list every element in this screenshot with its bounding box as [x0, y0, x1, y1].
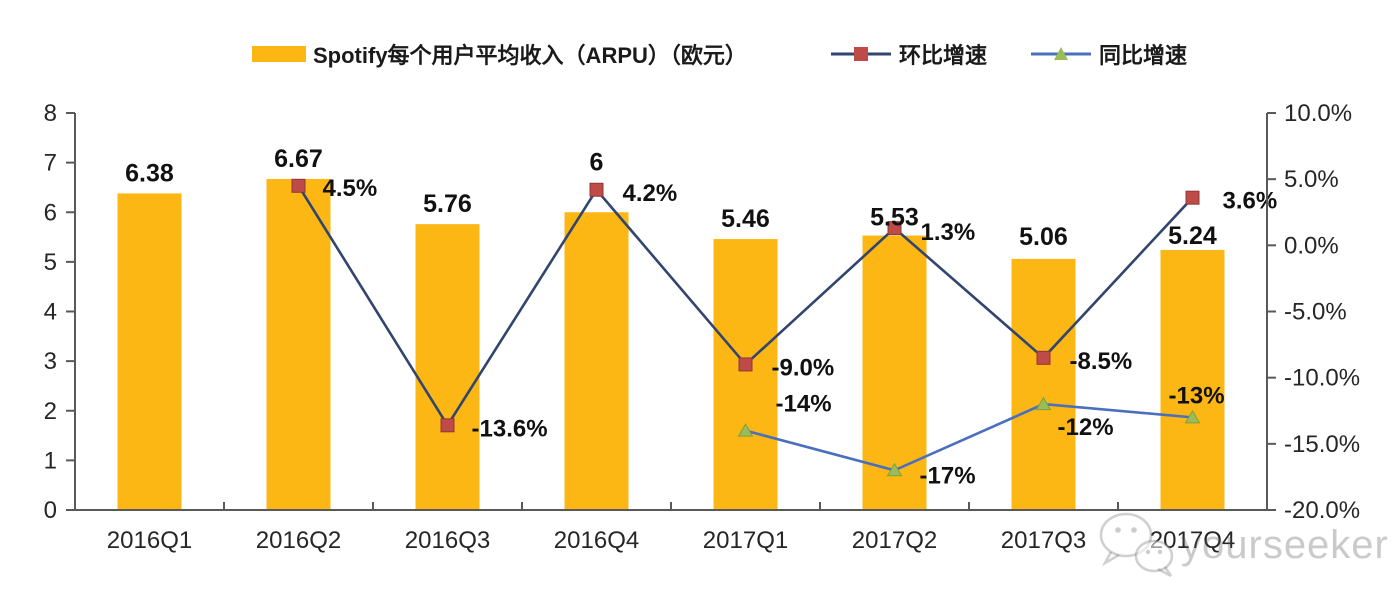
yoy-value-label: -14%: [776, 391, 832, 418]
qoq-marker: [291, 178, 306, 193]
yoy-value-label: -17%: [920, 462, 976, 489]
right-axis-tick-label: -5.0%: [1284, 299, 1347, 326]
right-axis-tick-label: 10.0%: [1284, 100, 1352, 127]
yoy-marker: [1184, 409, 1201, 424]
qoq-marker: [887, 221, 902, 236]
yoy-value-label: -12%: [1058, 414, 1114, 441]
bar-value-label: 6.38: [125, 159, 174, 187]
left-axis-tick-label: 8: [44, 100, 57, 127]
x-axis-label: 2016Q3: [405, 527, 490, 554]
bar-value-label: 5.76: [423, 190, 472, 218]
left-axis-tick-label: 0: [44, 497, 57, 524]
legend-item-yoy[interactable]: 同比增速: [1030, 38, 1187, 70]
left-axis-tick-label: 4: [44, 299, 57, 326]
bar: [1011, 258, 1076, 510]
left-axis-tick-label: 2: [44, 398, 57, 425]
qoq-value-label: 3.6%: [1223, 188, 1278, 215]
qoq-value-label: -13.6%: [472, 415, 548, 442]
bar-value-label: 5.06: [1019, 223, 1068, 251]
right-axis-tick-label: -10.0%: [1284, 365, 1360, 392]
x-axis-label: 2017Q4: [1150, 527, 1235, 554]
bar: [415, 224, 480, 510]
qoq-marker: [1036, 350, 1051, 365]
yoy-marker: [1035, 396, 1052, 411]
legend-qoq-label: 环比增速: [899, 43, 988, 68]
left-axis-tick-label: 3: [44, 348, 57, 375]
yoy-line: [745, 402, 1193, 472]
bar-value-label: 5.46: [721, 205, 770, 233]
bar: [266, 179, 331, 510]
qoq-marker: [1185, 190, 1200, 205]
left-axis-tick-label: 7: [44, 150, 57, 177]
bar-value-label: 6: [590, 148, 604, 176]
bar: [1160, 249, 1225, 510]
qoq-value-label: -9.0%: [772, 354, 835, 381]
legend-item-qoq[interactable]: 环比增速: [830, 38, 987, 70]
bar: [564, 212, 629, 510]
x-axis-label: 2017Q3: [1001, 527, 1086, 554]
right-axis-tick-label: -15.0%: [1284, 431, 1360, 458]
yoy-line-swatch: [1031, 47, 1091, 60]
x-axis-label: 2017Q1: [703, 527, 788, 554]
left-axis-tick-label: 1: [44, 447, 57, 474]
qoq-marker: [738, 357, 753, 372]
bar: [713, 239, 778, 511]
bar-value-label: 6.67: [274, 145, 323, 173]
legend-yoy-label: 同比增速: [1099, 43, 1188, 68]
x-axis-label: 2016Q2: [256, 527, 341, 554]
qoq-value-label: 4.5%: [323, 175, 378, 202]
bar: [117, 193, 182, 510]
bar-value-label: 5.53: [870, 204, 919, 232]
right-axis-tick-label: 5.0%: [1284, 166, 1339, 193]
x-axis-label: 2016Q4: [554, 527, 639, 554]
right-axis-tick-label: -20.0%: [1284, 497, 1360, 524]
right-axis-tick-label: 0.0%: [1284, 232, 1339, 259]
qoq-value-label: 1.3%: [921, 219, 976, 246]
x-axis-label: 2017Q2: [852, 527, 937, 554]
yoy-marker: [737, 423, 754, 437]
qoq-marker: [589, 182, 604, 197]
yoy-value-label: -13%: [1169, 382, 1225, 409]
yoy-marker: [886, 462, 903, 477]
bar-value-label: 5.24: [1168, 222, 1217, 250]
qoq-line-swatch: [831, 47, 891, 61]
legend: Spotify每个用户平均收入（ARPU）（欧元） 环比增速 同比增速: [0, 0, 1399, 80]
qoq-value-label: -8.5%: [1070, 348, 1133, 375]
qoq-marker: [440, 418, 455, 433]
qoq-value-label: 4.2%: [623, 180, 678, 207]
bar-swatch: [252, 46, 306, 62]
left-axis-tick-label: 5: [44, 249, 57, 276]
legend-arpu-label: Spotify每个用户平均收入（ARPU）（欧元）: [313, 43, 747, 68]
left-axis-tick-label: 6: [44, 199, 57, 226]
legend-item-arpu[interactable]: Spotify每个用户平均收入（ARPU）（欧元）: [252, 38, 747, 70]
x-axis-label: 2016Q1: [107, 527, 192, 554]
